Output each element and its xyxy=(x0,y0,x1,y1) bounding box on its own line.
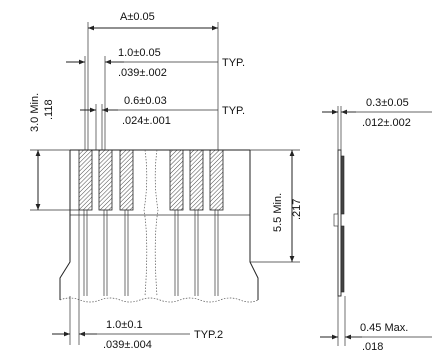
contact-pads xyxy=(78,149,224,297)
contact-pad xyxy=(78,149,93,211)
dimension-width-a: A±0.05 xyxy=(87,11,219,150)
pitch-mm-label: 1.0±0.05 xyxy=(118,47,161,59)
dimension-insertion-depth: 3.0 Min. .118 xyxy=(29,93,79,211)
dimension-pitch: 1.0±0.05 .039±.002 TYP. xyxy=(66,47,245,150)
contact-pad xyxy=(169,149,184,211)
contact-pad xyxy=(98,149,113,211)
thickness-in-label: .012±.002 xyxy=(362,117,411,129)
thickness-mm-label: 0.3±0.05 xyxy=(366,97,409,109)
contact-mm-label: 0.6±0.03 xyxy=(124,95,167,107)
dimension-contact-width: 0.6±0.03 .024±.001 TYP. xyxy=(80,95,245,150)
dimension-total-thickness: 0.45 Max. .018 xyxy=(320,296,432,353)
total-in-label: .018 xyxy=(362,341,383,353)
contact-typ-label: TYP. xyxy=(222,105,245,117)
contact-in-label: .024±.001 xyxy=(122,115,171,127)
insertion-in-label: .118 xyxy=(43,99,55,120)
stiffener-mm-label: 5.5 Min. xyxy=(272,193,284,232)
side-view xyxy=(333,149,345,297)
conductor-traces xyxy=(70,210,250,296)
end-in-label: .039±.004 xyxy=(103,339,152,351)
end-typ-label: TYP.2 xyxy=(194,329,223,341)
contact-pad xyxy=(209,149,224,211)
contact-pad xyxy=(189,149,204,211)
dimension-end-margin: 1.0±0.1 .039±.004 TYP.2 xyxy=(52,210,223,351)
pitch-in-label: .039±.002 xyxy=(118,67,167,79)
dimension-film-thickness: 0.3±0.05 .012±.002 xyxy=(322,97,432,150)
end-mm-label: 1.0±0.1 xyxy=(106,319,143,331)
total-mm-label: 0.45 Max. xyxy=(360,322,408,334)
contact-pad xyxy=(119,149,134,211)
dimension-stiffener-length: 5.5 Min. .217 xyxy=(250,149,303,263)
insertion-mm-label: 3.0 Min. xyxy=(29,93,41,132)
width-a-label: A±0.05 xyxy=(120,11,155,23)
stiffener-in-label: .217 xyxy=(291,199,303,220)
pitch-typ-label: TYP. xyxy=(222,57,245,69)
